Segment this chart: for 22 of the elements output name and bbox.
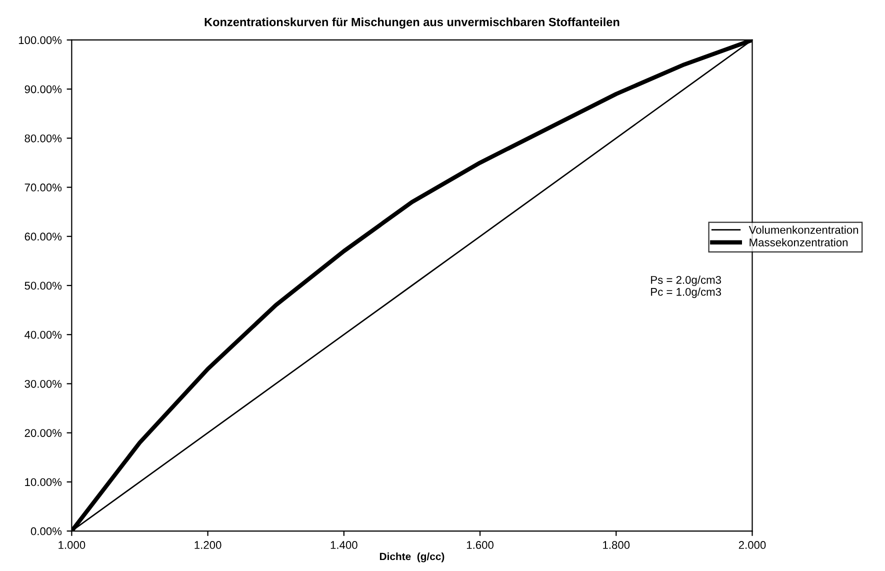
x-tick-label: 1.800 [603, 541, 630, 549]
y-tick-label: 30.00% [24, 380, 62, 388]
y-tick-label: 50.00% [24, 282, 62, 290]
y-tick-label: 100.00% [18, 36, 62, 44]
x-tick-label: 1.600 [466, 541, 494, 549]
x-tick-label: 1.200 [194, 541, 222, 549]
y-tick-label: 70.00% [24, 184, 62, 192]
y-tick-label: 10.00% [25, 478, 62, 486]
y-tick-label: 60.00% [24, 232, 62, 241]
y-tick-label: 20.00% [24, 429, 62, 437]
annotation: Ps = 2.0g/cm3 Pc = 1.0g/cm3 [651, 276, 722, 298]
chart-title: Konzentrationskurven für Mischungen aus unvermischbaren Stoffanteilen [204, 18, 620, 29]
y-tick-label: 40.00% [24, 330, 62, 339]
x-axis-title: Dichte (g/cc) [380, 552, 444, 562]
y-tick-label: 90.00% [24, 85, 62, 94]
legend-label: Massekonzentration [750, 238, 848, 246]
x-tick-label: 1.400 [330, 541, 358, 549]
y-tick-label: 80.00% [24, 134, 62, 142]
x-tick-label: 1.000 [58, 541, 86, 549]
x-tick-label: 2.000 [738, 541, 766, 549]
y-tick-label: 0.00% [30, 527, 62, 536]
legend-label: Volumenkonzentration [748, 226, 858, 234]
